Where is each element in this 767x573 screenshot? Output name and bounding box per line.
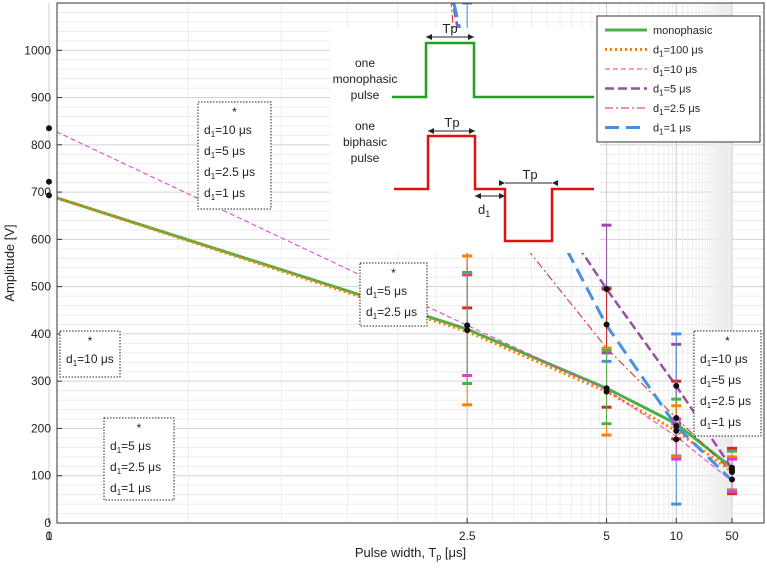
y-tick-label: 200 [31,421,51,435]
significance-box-frame [359,262,428,327]
significance-box-frame [693,330,762,437]
x-axis-label: Pulse width, Tp [μs] [355,545,466,562]
data-point [603,388,610,395]
tp-arrow-head [499,180,505,186]
y-axis-label: Amplitude [V] [2,224,17,301]
legend-box [596,15,761,143]
legend-entry: d1=5 μs [653,84,692,98]
significance-star: * [232,105,237,119]
significance-box: * d1=5 μs d1=2.5 μs [359,262,428,327]
y-tick-label: 100 [31,469,51,483]
plot-frame [56,2,765,524]
x-tick-label: 5 [603,529,610,543]
y-tick-label: 500 [31,280,51,294]
significance-star: * [391,266,396,280]
inset-background [330,28,600,253]
legend-entry: d1=10 μs [653,64,698,78]
data-point [464,322,471,329]
pulse-waveform-inset: one monophasic pulse one biphasic pulse Tp Tp Tp… [330,21,600,253]
significance-label: d1=5 μs [204,144,245,160]
d1-arrow-head [475,193,481,199]
significance-annotations: * d1=10 μs * d1=5 μs d1=2.5 μs d1=1 μs * d1=10 … [59,101,762,501]
legend-entry: d1=1 μs [653,123,692,137]
legend-entry: d1=2.5 μs [653,103,701,117]
significance-label: d1=5 μs [700,373,741,389]
biphasic-label: one [355,119,375,133]
biphasic-label: pulse [351,151,380,165]
legend-entry: monophasic [653,25,713,37]
tp-arrow-head [469,128,475,134]
tp-arrow-head [428,128,434,134]
y-tick-label: 900 [31,91,51,105]
tp-arrow-head [468,34,474,40]
significance-label: d1=2.5 μs [366,305,417,321]
biphasic-label: biphasic [343,135,387,149]
significance-star: * [88,334,93,348]
y-tick-label: 300 [31,374,51,388]
x-tick-label: 2.5 [459,529,476,543]
data-point [673,427,680,434]
significance-label: d1=1 μs [110,481,151,497]
monophasic-label: pulse [351,88,380,102]
significance-label: d1=2.5 μs [204,165,255,181]
significance-star: * [725,334,730,348]
monophasic-pulse [392,41,594,99]
x-tick-label: 10 [670,529,684,543]
monophasic-label: monophasic [333,72,398,86]
y-tick-label: 1000 [24,43,51,57]
tp-arrow-head [426,34,432,40]
x-tick-label: 1 [46,529,53,543]
significance-label: d1=1 μs [700,415,741,431]
significance-label: d1=1 μs [204,186,245,202]
tp-label: Tp [442,21,457,36]
significance-box: * d1=10 μs d1=5 μs d1=2.5 μs d1=1 μs [197,101,272,210]
y-tick-label: 400 [31,327,51,341]
significance-label: d1=5 μs [366,284,407,300]
significance-box-frame [197,101,272,210]
tp-arrow-head [552,180,558,186]
y-tick-label: 800 [31,138,51,152]
data-point [464,327,471,334]
tp-label: Tp [444,115,459,130]
significance-box: * d1=10 μs [59,330,121,378]
data-point [603,321,610,328]
tp-label: Tp [522,167,537,182]
data-point [673,423,680,430]
significance-box-frame [103,417,175,501]
data-point [729,468,735,475]
y-tick-label: 0 [44,516,51,530]
significance-label: d1=10 μs [700,352,748,368]
significance-label: d1=2.5 μs [700,394,751,410]
data-point [603,286,610,292]
significance-box-frame [59,330,121,378]
data-point [46,178,52,185]
significance-box: * d1=5 μs d1=2.5 μs d1=1 μs [103,417,175,501]
data-point [673,436,680,443]
data-point [673,382,680,389]
axis-ticks: 0 100 200 300 400 500 600 700 800 900 1000 01 2.5 5 10… [24,43,739,543]
d1-label: d1 [478,202,490,219]
biphasic-pulse [394,134,594,243]
legend-entry: d1=100 μs [653,45,704,59]
data-point [729,476,735,483]
significance-box: * d1=10 μs d1=5 μs d1=2.5 μs d1=1 μs [693,330,762,437]
y-tick-label: 600 [31,232,51,246]
data-point [46,125,52,132]
data-point [673,415,680,422]
legend: monophasic d1=100 μs d1=10 μs d1=5 μs d1=2.5… [596,15,761,143]
x-tick-label: 50 [725,529,739,543]
y-tick-label: 700 [31,185,51,199]
monophasic-label: one [355,56,375,70]
d1-arrow-head [499,193,505,199]
significance-star: * [137,421,142,435]
significance-label: d1=10 μs [66,352,114,368]
significance-label: d1=5 μs [110,439,151,455]
series-line [57,131,733,482]
significance-label: d1=10 μs [204,123,252,139]
significance-label: d1=2.5 μs [110,460,161,476]
x-tick-label: 0 [46,529,53,543]
data-point [46,192,52,199]
